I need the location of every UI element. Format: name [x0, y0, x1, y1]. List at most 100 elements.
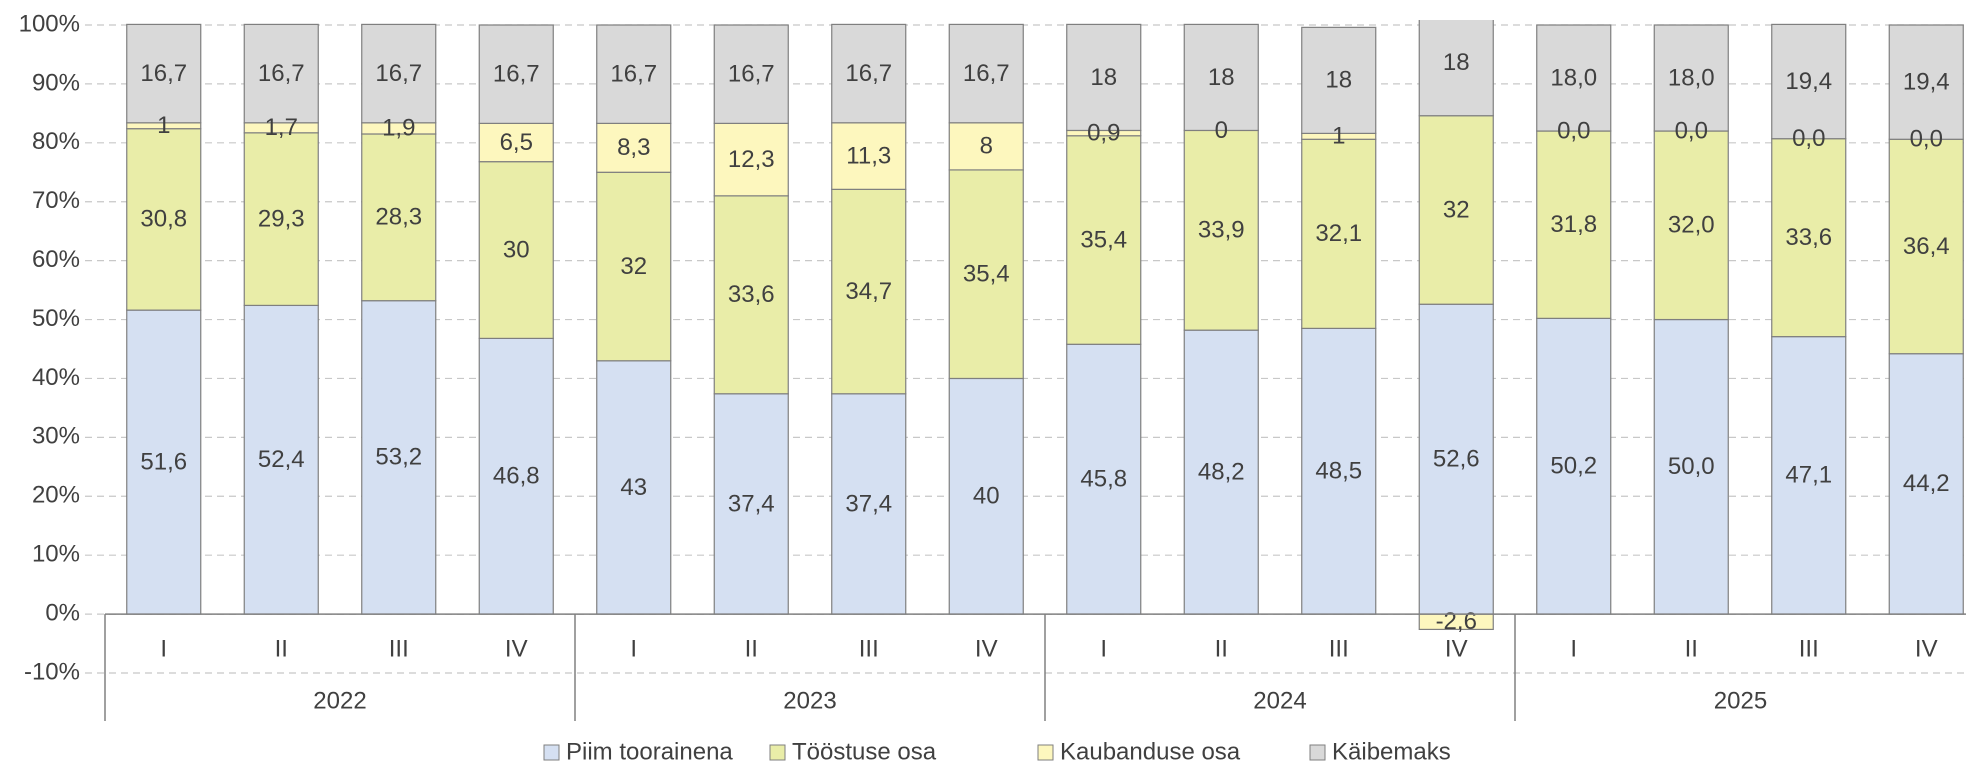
x-tick-label: II — [745, 635, 758, 662]
data-label: 0,0 — [1557, 117, 1590, 144]
data-label: 32 — [1443, 196, 1470, 223]
legend-label: Tööstuse osa — [792, 738, 937, 765]
data-label: 28,3 — [375, 204, 422, 231]
y-tick-label: 80% — [32, 128, 80, 155]
data-label: 18 — [1208, 64, 1235, 91]
y-tick-label: 20% — [32, 482, 80, 509]
bar-segment — [1771, 23, 1847, 140]
data-label: 0,0 — [1910, 126, 1943, 153]
y-tick-label: -10% — [24, 658, 80, 685]
data-label: -2,6 — [1436, 608, 1477, 635]
data-label: 50,0 — [1668, 453, 1715, 480]
legend-label: Käibemaks — [1332, 738, 1451, 765]
data-label: 31,8 — [1550, 211, 1597, 238]
bar-segment — [1301, 26, 1377, 134]
bar-segment — [1888, 24, 1964, 140]
bar-segment — [1888, 138, 1964, 355]
data-label: 8 — [980, 133, 993, 160]
data-label: 44,2 — [1903, 470, 1950, 497]
bar-segment — [831, 188, 907, 395]
legend-swatch — [769, 744, 786, 761]
data-label: 37,4 — [728, 490, 775, 517]
data-label: 30 — [503, 236, 530, 263]
data-label: 35,4 — [1080, 226, 1127, 253]
y-tick-label: 0% — [45, 599, 80, 626]
data-label: 18,0 — [1550, 64, 1597, 91]
data-label: 1,7 — [265, 114, 298, 141]
data-label: 1,9 — [382, 115, 415, 142]
bar-segment — [1066, 343, 1142, 615]
data-label: 18 — [1443, 49, 1470, 76]
bar-segment — [1536, 24, 1612, 132]
bar-segment — [713, 122, 789, 197]
data-label: 32,1 — [1315, 220, 1362, 247]
bar-segment — [1536, 317, 1612, 615]
legend-label: Kaubanduse osa — [1060, 738, 1241, 765]
bar-segment — [361, 133, 437, 302]
data-label: 16,7 — [493, 61, 540, 88]
group-label: 2023 — [783, 687, 836, 714]
bar-segment — [596, 360, 672, 615]
x-tick-label: II — [275, 635, 288, 662]
x-tick-label: IV — [505, 635, 528, 662]
bar-segment — [948, 377, 1024, 615]
y-tick-label: 60% — [32, 246, 80, 273]
legend: Piim toorainena Tööstuse osa Kaubanduse os… — [543, 738, 1451, 765]
data-label: 8,3 — [617, 134, 650, 161]
data-label: 18 — [1325, 67, 1352, 94]
x-tick-label: II — [1685, 635, 1698, 662]
bar-segment — [713, 393, 789, 615]
data-label: 11,3 — [846, 142, 891, 169]
data-label: 33,9 — [1198, 217, 1245, 244]
bar-segment — [243, 132, 319, 307]
data-label: 18 — [1090, 64, 1117, 91]
data-label: 48,5 — [1315, 458, 1362, 485]
data-label: 0 — [1215, 117, 1228, 144]
bar-segment — [1653, 130, 1729, 321]
bar-segment — [1301, 327, 1377, 615]
bar-segment — [596, 171, 672, 362]
data-label: 33,6 — [1785, 224, 1832, 251]
data-label: 0,0 — [1792, 125, 1825, 152]
data-label: 48,2 — [1198, 458, 1245, 485]
data-label: 19,4 — [1785, 68, 1832, 95]
x-tick-label: IV — [975, 635, 998, 662]
data-label: 18,0 — [1668, 64, 1715, 91]
bar-segment — [126, 23, 202, 124]
y-tick-label: 90% — [32, 69, 80, 96]
data-label: 19,4 — [1903, 68, 1950, 95]
data-label: 30,8 — [140, 206, 187, 233]
axes: -10%0%10%20%30%40%50%60%70%80%90%100%I II… — [19, 10, 1966, 721]
data-label: 1 — [1332, 123, 1345, 150]
data-label: 16,7 — [258, 60, 305, 87]
x-tick-label: III — [1329, 635, 1349, 662]
bar-segment — [831, 23, 907, 124]
bar-segment — [1066, 23, 1142, 132]
bar-segment — [243, 23, 319, 124]
group-label: 2022 — [313, 687, 366, 714]
data-label: 16,7 — [610, 61, 657, 88]
data-label: 0,9 — [1087, 119, 1120, 146]
data-label: 16,7 — [963, 60, 1010, 87]
data-label: 16,7 — [140, 60, 187, 87]
y-tick-label: 70% — [32, 187, 80, 214]
bar-segment — [1066, 135, 1142, 345]
bar-segment — [361, 300, 437, 615]
data-label: 12,3 — [728, 146, 775, 173]
bar-segment — [596, 24, 672, 124]
bar-segment — [713, 24, 789, 124]
bar-segment — [1183, 23, 1259, 132]
bar-segment — [126, 128, 202, 311]
bar-segment — [1771, 138, 1847, 338]
data-label: 32,0 — [1668, 212, 1715, 239]
data-label: 0,0 — [1675, 117, 1708, 144]
x-tick-label: I — [1570, 635, 1577, 662]
data-label: 51,6 — [140, 448, 187, 475]
x-tick-label: IV — [1445, 635, 1468, 662]
x-tick-label: III — [859, 635, 879, 662]
bar-segment — [1771, 336, 1847, 615]
data-label: 29,3 — [258, 205, 305, 232]
bar-segment — [1418, 115, 1494, 305]
bar-segment — [1653, 24, 1729, 132]
bars — [126, 20, 1964, 631]
